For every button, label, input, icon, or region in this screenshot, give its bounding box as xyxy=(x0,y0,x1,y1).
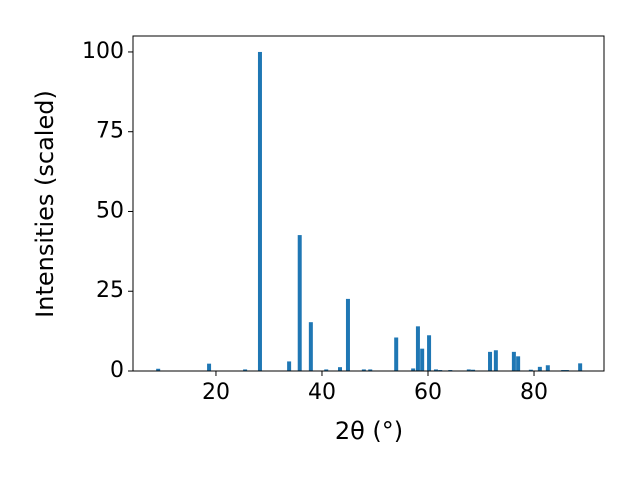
bar xyxy=(345,298,350,371)
y-tick-label: 50 xyxy=(96,198,124,223)
bar xyxy=(207,363,212,371)
bar xyxy=(361,369,366,371)
x-tick-label: 20 xyxy=(202,380,230,405)
y-tick-label: 0 xyxy=(110,358,124,383)
bar xyxy=(537,366,542,371)
bar xyxy=(493,350,498,371)
y-axis-label: Intensities (scaled) xyxy=(31,90,59,318)
bar xyxy=(394,337,399,371)
bar xyxy=(308,322,313,371)
bar xyxy=(411,368,416,371)
bar xyxy=(433,369,438,371)
x-tick-label: 40 xyxy=(308,380,336,405)
bar xyxy=(368,369,373,371)
bar xyxy=(516,356,521,371)
bar xyxy=(415,326,420,371)
y-tick-label: 75 xyxy=(96,119,124,144)
bar xyxy=(324,369,329,371)
bar xyxy=(545,365,550,371)
y-tick-label: 100 xyxy=(82,39,124,64)
bar xyxy=(156,368,161,371)
bar xyxy=(243,369,248,371)
plot-frame xyxy=(132,35,605,372)
bar xyxy=(471,369,476,371)
bar xyxy=(528,369,533,371)
bar xyxy=(287,361,292,371)
y-tick-label: 25 xyxy=(96,278,124,303)
bar xyxy=(257,51,262,371)
bar xyxy=(488,351,493,371)
bar xyxy=(466,369,471,371)
x-tick-label: 80 xyxy=(520,380,548,405)
x-axis-label: 2θ (°) xyxy=(335,417,403,445)
bar xyxy=(578,363,583,371)
bar xyxy=(511,351,516,371)
bar xyxy=(427,335,432,371)
bar xyxy=(420,348,425,371)
bar xyxy=(338,367,343,371)
x-tick-label: 60 xyxy=(414,380,442,405)
bar xyxy=(297,235,302,371)
